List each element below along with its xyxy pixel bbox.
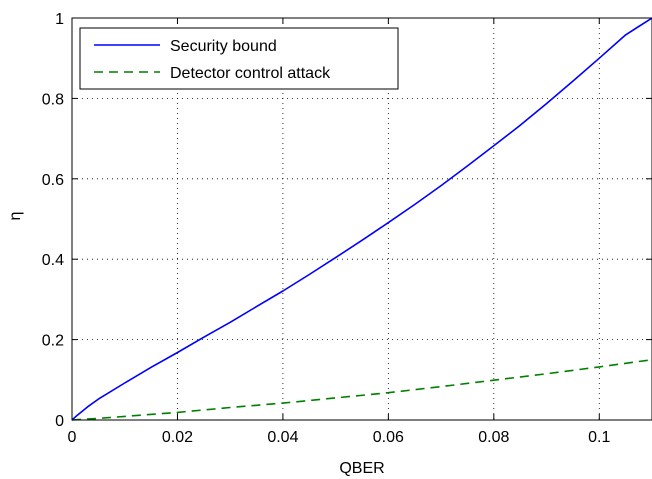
y-axis-label: η	[7, 212, 24, 221]
grid-lines	[72, 18, 652, 420]
legend-label-detector-control-attack: Detector control attack	[170, 65, 331, 82]
x-tick-label: 0	[68, 429, 77, 446]
x-axis-label: QBER	[339, 460, 384, 477]
y-tick-label: 0	[55, 413, 64, 430]
y-tick-label: 0.6	[42, 172, 64, 189]
x-tick-label: 0.06	[373, 429, 404, 446]
plot-frame	[71, 17, 652, 421]
y-tick-label: 0.8	[42, 91, 64, 108]
y-tick-label: 0.2	[42, 333, 64, 350]
series-lines	[71, 17, 652, 421]
y-tick-label: 0.4	[42, 252, 64, 269]
legend-box	[79, 27, 399, 90]
x-tick-label: 0.02	[162, 429, 193, 446]
series-line-detector-control-attack	[71, 358, 652, 421]
series-line-security-bound	[71, 17, 652, 421]
x-tick-label: 0.08	[478, 429, 509, 446]
legend-label-security-bound: Security bound	[170, 38, 277, 55]
x-tick-label: 0.1	[588, 429, 610, 446]
y-tick-label: 1	[55, 11, 64, 28]
legend: Security bound Detector control attack	[79, 27, 399, 90]
axis-ticks: 0 0.02 0.04 0.06 0.08 0.1 0 0.2 0.4 0.6 0.8 1	[42, 11, 652, 446]
x-tick-label: 0.04	[267, 429, 298, 446]
